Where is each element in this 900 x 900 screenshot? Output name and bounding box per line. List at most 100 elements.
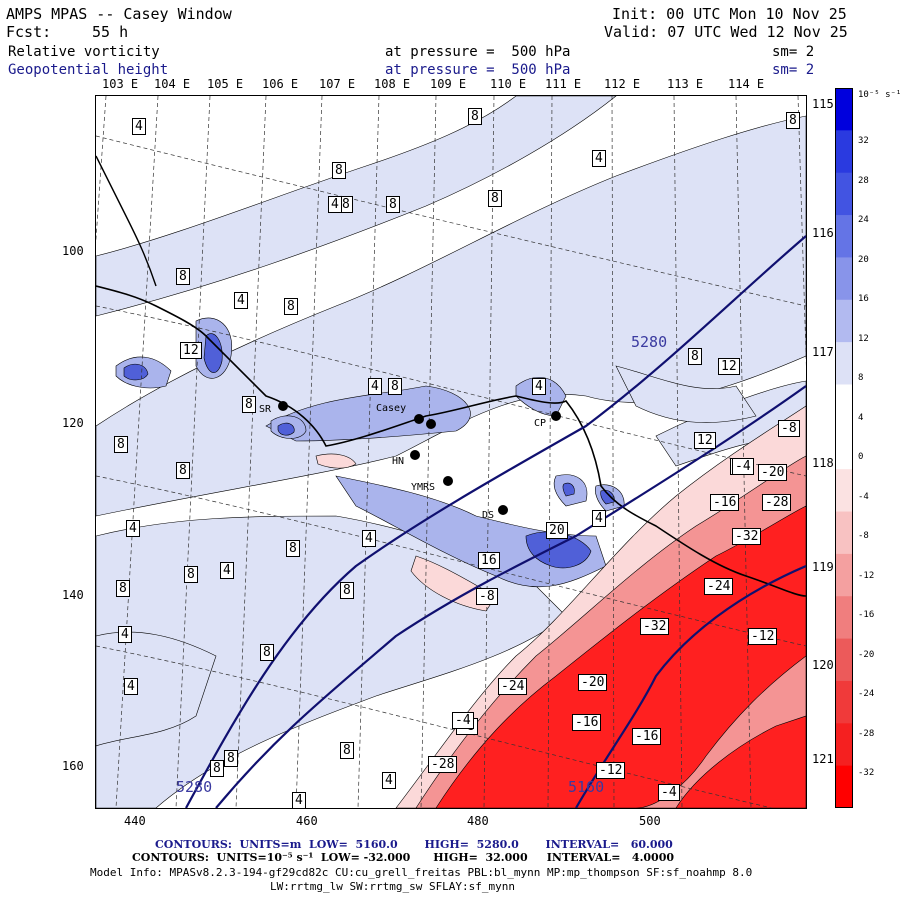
coastline-west: [96, 155, 157, 287]
station-label: CP: [534, 418, 547, 429]
vorticity-value-label: 4: [368, 378, 382, 395]
coastline: [96, 285, 806, 597]
station-ymrs-marker[interactable]: [443, 476, 453, 486]
vorticity-value-label: -16: [572, 714, 602, 731]
colorbar-band: [835, 638, 853, 682]
y-tick-label: 160: [62, 759, 84, 773]
vorticity-value-label: -32: [640, 618, 670, 635]
vorticity-value-label: 4: [592, 510, 606, 527]
height-contours: [185, 235, 806, 808]
lon-label: 106 E: [262, 77, 299, 91]
lon-label: 107 E: [319, 77, 356, 91]
vorticity-value-label: 16: [478, 552, 500, 569]
vorticity-value-label: -16: [632, 728, 662, 745]
vorticity-value-label: 4: [132, 118, 146, 135]
colorbar-tick-label: 24: [858, 215, 869, 225]
vorticity-value-label: -24: [498, 678, 528, 695]
vorticity-value-label: 8: [688, 348, 702, 365]
field2-name: Geopotential height: [8, 62, 169, 78]
lon-label: 110 E: [490, 77, 527, 91]
forecast-label: Fcst:: [6, 23, 52, 41]
height-contour-label: 5160: [568, 778, 605, 796]
vorticity-value-label: 8: [114, 436, 128, 453]
colorbar-tick-label: 8: [858, 373, 864, 383]
station-label: YMRS: [411, 482, 436, 493]
lon-label: 105 E: [207, 77, 244, 91]
colorbar-unit: 10⁻⁵ s⁻¹: [858, 90, 900, 100]
vorticity-value-label: 8: [468, 108, 482, 125]
lon-label: 111 E: [545, 77, 582, 91]
init-time: Init: 00 UTC Mon 10 Nov 25: [612, 5, 847, 23]
vorticity-value-label: -28: [428, 756, 458, 773]
colorbar-band: [835, 215, 853, 258]
station-label: HN: [392, 456, 405, 467]
field1-smoothing: sm= 2: [772, 44, 815, 60]
map-canvas: [96, 96, 806, 808]
vorticity-value-label: 12: [694, 432, 716, 449]
colorbar-tick-label: 0: [858, 452, 864, 462]
colorbar-tick-label: -4: [858, 491, 869, 502]
colorbar-band: [835, 723, 853, 767]
station-cp-marker[interactable]: [551, 411, 561, 421]
colorbar-band: [835, 130, 853, 174]
vorticity-value-label: 4: [234, 292, 248, 309]
colorbar-tick-label: 32: [858, 136, 869, 146]
vorticity-value-label: 8: [224, 750, 238, 767]
colorbar-tick-label: -28: [858, 728, 875, 739]
vorticity-value-label: 4: [382, 772, 396, 789]
lon-label: 104 E: [154, 77, 191, 91]
x-tick-label: 440: [124, 814, 146, 828]
colorbar-band: [835, 172, 853, 216]
vorticity-value-label: -12: [748, 628, 778, 645]
colorbar-band: [835, 257, 853, 301]
vorticity-value-label: 4: [592, 150, 606, 167]
vorticity-value-label: 8: [210, 760, 224, 777]
station-label: DS: [482, 510, 495, 521]
station-markers: [278, 401, 561, 515]
vorticity-value-label: -12: [596, 762, 626, 779]
vorticity-value-label: 8: [488, 190, 502, 207]
vorticity-value-label: 8: [176, 268, 190, 285]
colorbar-tick-label: -20: [858, 649, 875, 660]
station-sr-marker[interactable]: [278, 401, 288, 411]
vorticity-value-label: 12: [718, 358, 740, 375]
vorticity-value-label: -8: [778, 420, 800, 437]
vorticity-value-label: 4: [124, 678, 138, 695]
vorticity-value-label: 8: [340, 742, 354, 759]
colorbar-band: [835, 469, 853, 513]
height-contour-label: 5280: [631, 333, 668, 351]
vorticity-value-label: 4: [532, 378, 546, 395]
colorbar: [835, 88, 853, 808]
colorbar-tick-label: -16: [858, 610, 875, 620]
x-tick-label: 480: [467, 814, 489, 828]
station-label: SR: [259, 404, 272, 415]
colorbar-tick-label: 12: [858, 333, 869, 344]
vorticity-value-label: 8: [284, 298, 298, 315]
footer-contours-vorticity: CONTOURS: UNITS=10⁻⁵ s⁻¹ LOW= -32.000 HI…: [132, 851, 675, 864]
station-casey-marker[interactable]: [414, 414, 424, 424]
colorbar-band: [835, 680, 853, 724]
colorbar-tick-label: 28: [858, 175, 869, 186]
station-label: Casey: [376, 403, 407, 414]
y-tick-label: 140: [62, 588, 84, 602]
vorticity-value-label: -20: [758, 464, 788, 481]
lon-label: 112 E: [604, 77, 641, 91]
colorbar-tick-label: 16: [858, 294, 869, 304]
vorticity-value-label: 4: [362, 530, 376, 547]
station-ds-marker[interactable]: [498, 505, 508, 515]
station-hn-marker[interactable]: [410, 450, 420, 460]
vorticity-value-label: 8: [286, 540, 300, 557]
colorbar-tick-label: 4: [858, 412, 864, 423]
vorticity-value-label: 8: [260, 644, 274, 661]
vorticity-value-label: 4: [292, 792, 306, 808]
field1-name: Relative vorticity: [8, 44, 160, 60]
vorticity-value-label: 4: [328, 196, 342, 213]
lon-label: 103 E: [102, 77, 139, 91]
vorticity-value-label: 8: [386, 196, 400, 213]
footer-contours-height: CONTOURS: UNITS=m LOW= 5160.0 HIGH= 5280…: [155, 838, 673, 851]
lon-label: 113 E: [667, 77, 704, 91]
vorticity-value-label: 8: [184, 566, 198, 583]
vorticity-value-label: 8: [116, 580, 130, 597]
vorticity-value-label: -16: [710, 494, 740, 511]
